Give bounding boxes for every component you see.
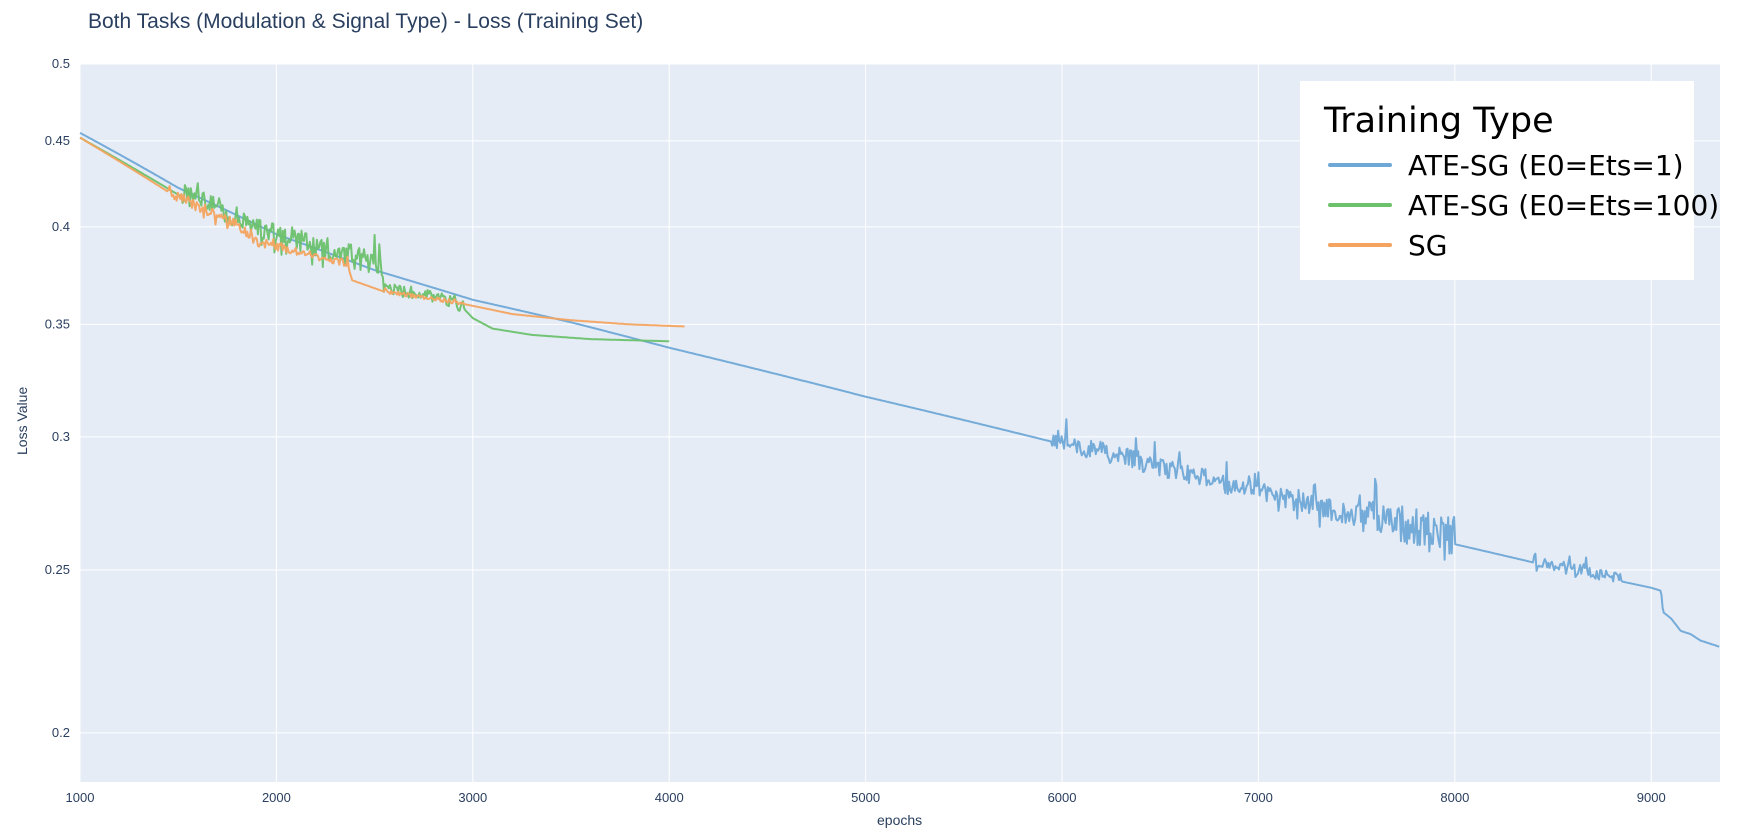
- x-tick-label: 7000: [1244, 790, 1273, 805]
- x-axis-label: epochs: [877, 812, 923, 828]
- legend-item-ate-sg-100[interactable]: ATE-SG (E0=Ets=100): [1328, 187, 1719, 223]
- legend: Training Type ATE-SG (E0=Ets=1) ATE-SG (…: [1300, 81, 1719, 280]
- x-tick-label: 9000: [1637, 790, 1666, 805]
- x-tick-label: 4000: [655, 790, 684, 805]
- y-tick-label: 0.35: [45, 316, 70, 331]
- legend-item-ate-sg-1[interactable]: ATE-SG (E0=Ets=1): [1328, 147, 1684, 183]
- legend-title: Training Type: [1324, 101, 1554, 141]
- y-tick-label: 0.25: [45, 562, 70, 577]
- legend-swatch-sg: [1328, 243, 1392, 247]
- x-tick-label: 5000: [851, 790, 880, 805]
- y-tick-label: 0.4: [52, 219, 70, 234]
- y-tick-label: 0.45: [45, 133, 70, 148]
- series-line-2: [79, 136, 685, 328]
- legend-swatch-ate-sg-1: [1328, 163, 1392, 167]
- y-tick-label: 0.5: [52, 56, 70, 71]
- legend-label-ate-sg-1: ATE-SG (E0=Ets=1): [1408, 148, 1684, 182]
- legend-item-sg[interactable]: SG: [1328, 227, 1447, 263]
- y-tick-label: 0.3: [52, 429, 70, 444]
- legend-swatch-ate-sg-100: [1328, 203, 1392, 207]
- legend-label-ate-sg-100: ATE-SG (E0=Ets=100): [1408, 188, 1720, 222]
- y-axis-label: Loss Value: [14, 386, 30, 455]
- x-tick-label: 8000: [1440, 790, 1469, 805]
- x-tick-label: 3000: [458, 790, 487, 805]
- chart-title: Both Tasks (Modulation & Signal Type) - …: [88, 10, 644, 33]
- x-tick-label: 6000: [1048, 790, 1077, 805]
- y-tick-label: 0.2: [52, 725, 70, 740]
- legend-label-sg: SG: [1408, 228, 1448, 262]
- x-tick-label: 1000: [66, 790, 95, 805]
- x-tick-label: 2000: [262, 790, 291, 805]
